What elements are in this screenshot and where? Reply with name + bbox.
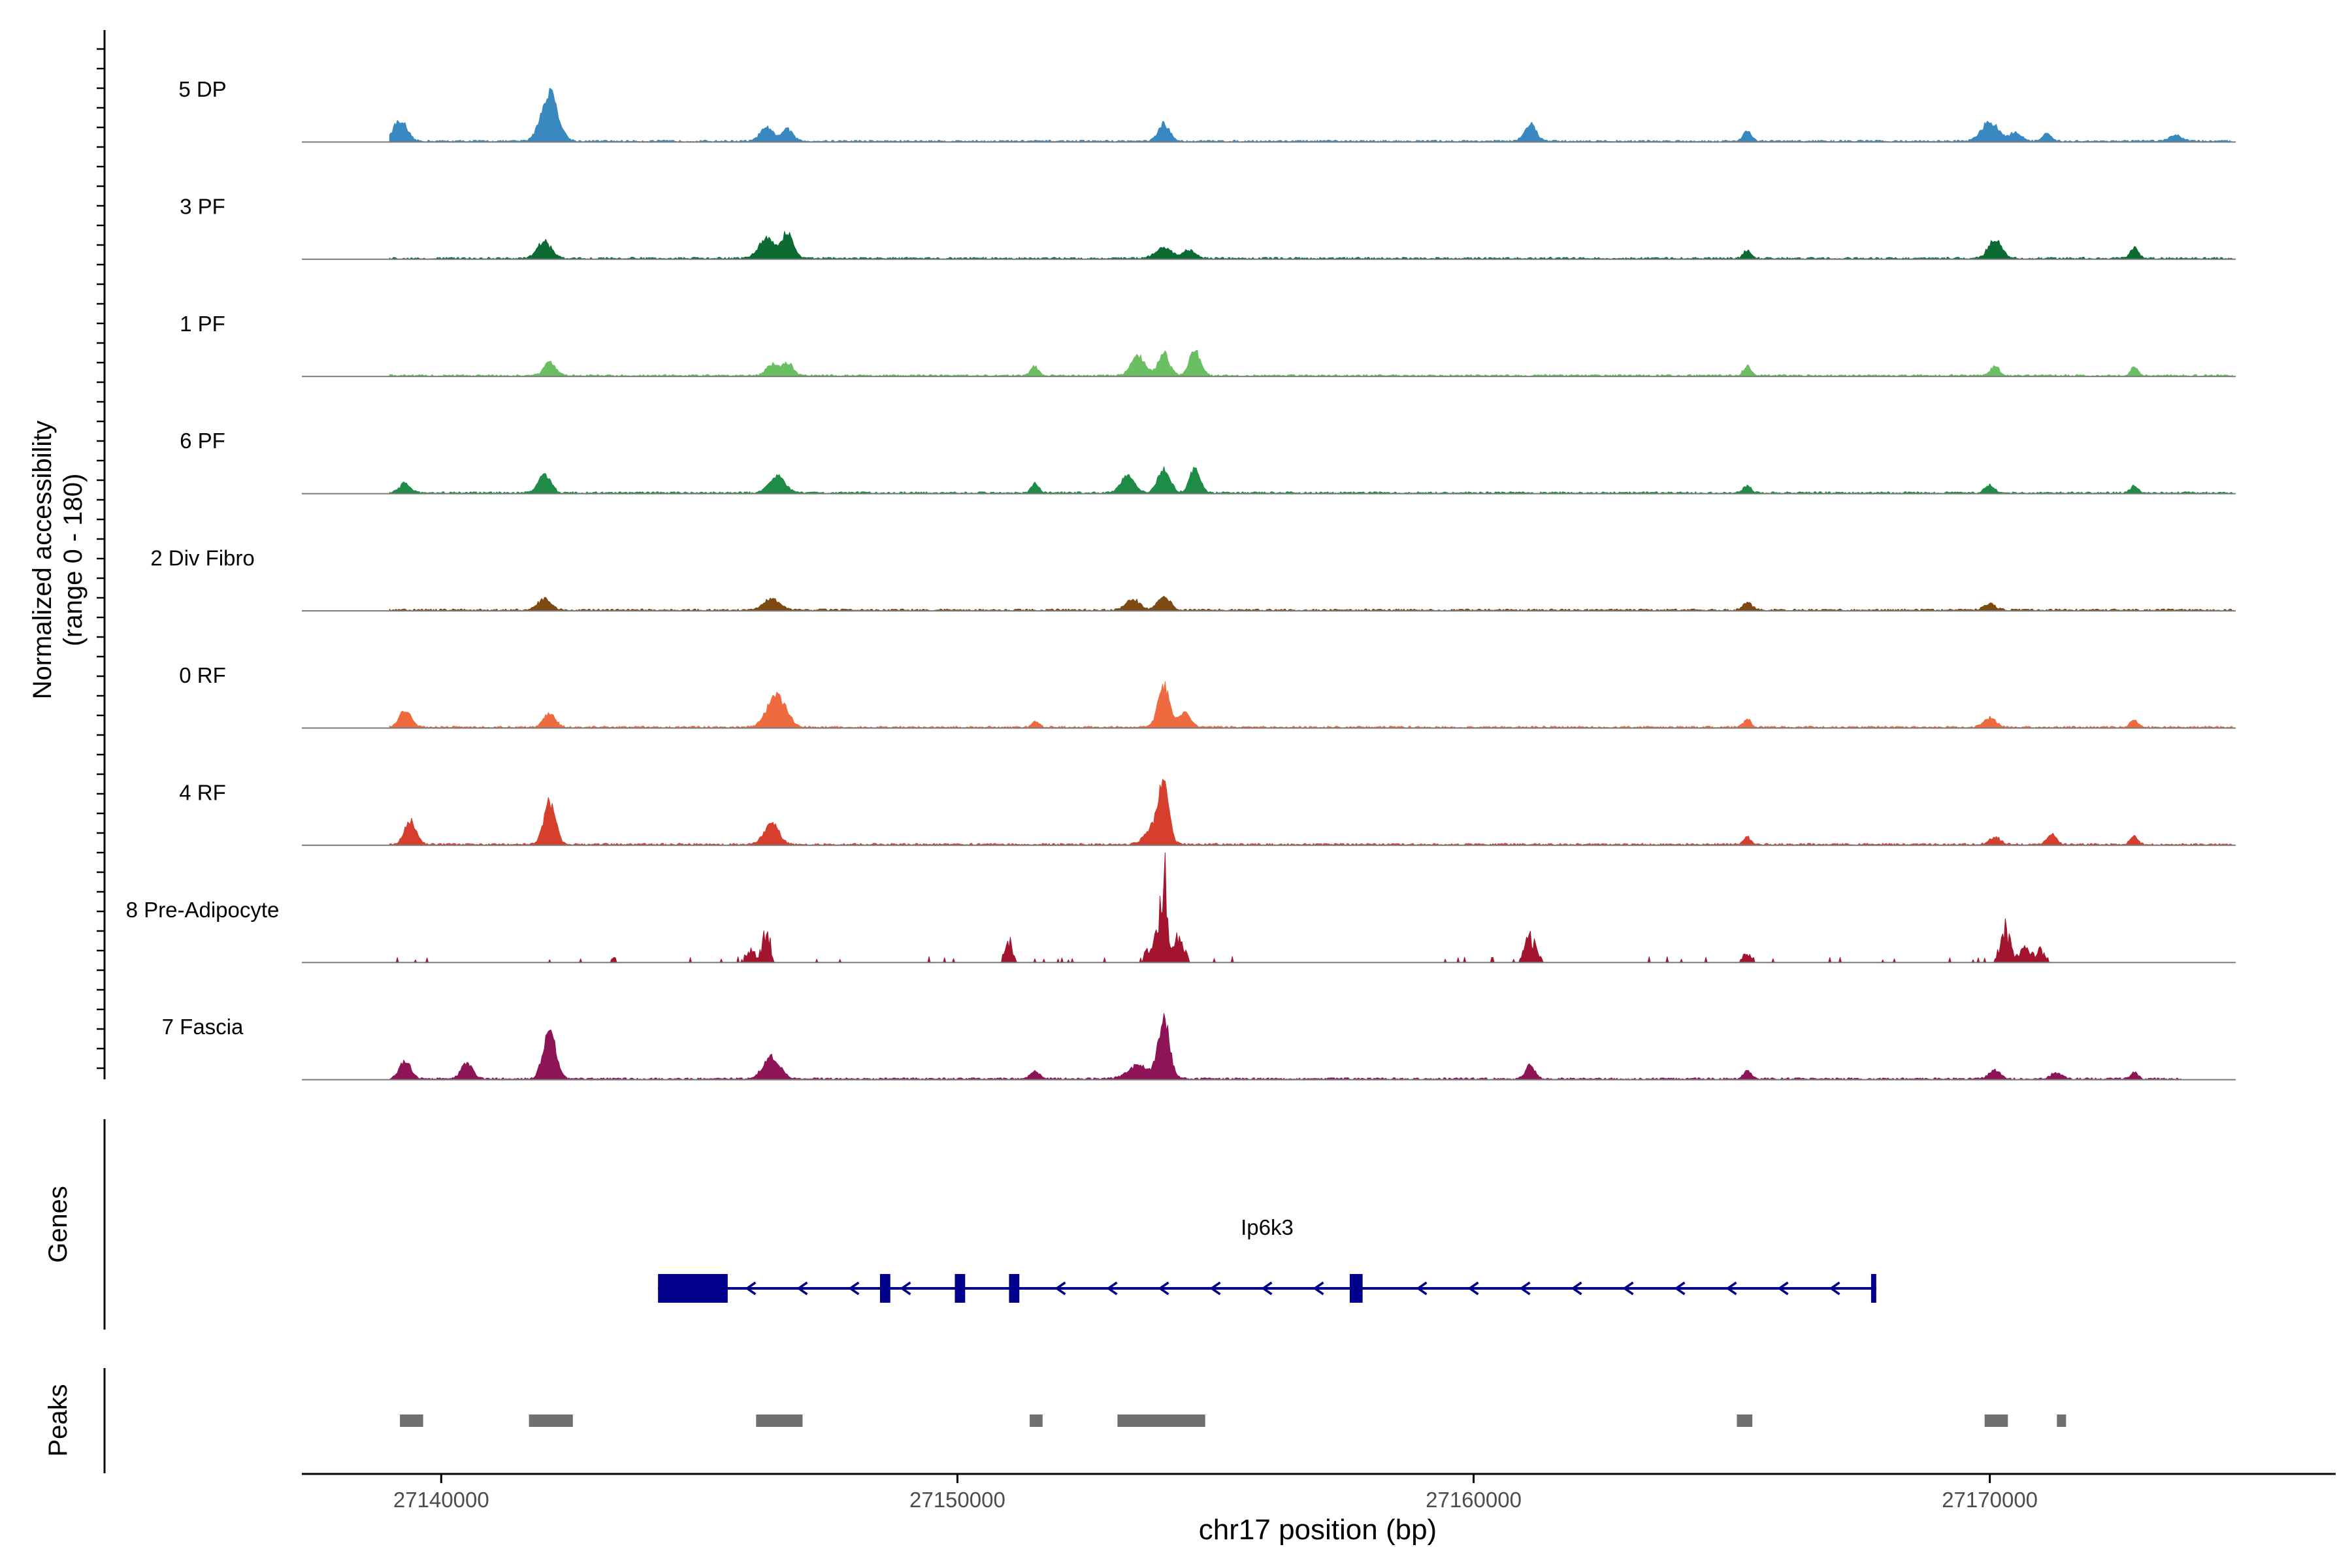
coverage-tracks: 5 DP 3 PF 1 PF 6 PF 2 Div Fibro 0 RF 4 RF 8 Pre… bbox=[126, 77, 2236, 1081]
coverage-area bbox=[389, 852, 2057, 963]
coverage-track: 4 RF bbox=[179, 779, 2236, 846]
track-label: 1 PF bbox=[180, 312, 225, 336]
coverage-area bbox=[389, 595, 2233, 612]
strand-arrow bbox=[1571, 1281, 1582, 1296]
coverage-track: 6 PF bbox=[180, 429, 2236, 495]
gene-exon bbox=[879, 1274, 890, 1303]
x-axis-title: chr17 position (bp) bbox=[1199, 1514, 1437, 1546]
coverage-area bbox=[389, 681, 2233, 728]
peak-region bbox=[529, 1414, 573, 1427]
coverage-track: 1 PF bbox=[180, 312, 2236, 378]
strand-arrow bbox=[1829, 1281, 1840, 1296]
peak-regions bbox=[400, 1414, 2066, 1427]
track-label: 7 Fascia bbox=[162, 1015, 244, 1039]
x-tick-label: 27170000 bbox=[1942, 1488, 2038, 1512]
peak-region bbox=[1030, 1414, 1043, 1427]
peaks-panel-title: Peaks bbox=[44, 1384, 73, 1456]
strand-arrow bbox=[1158, 1281, 1169, 1296]
strand-arrow bbox=[848, 1281, 860, 1296]
track-label: 3 PF bbox=[180, 194, 225, 218]
peak-region bbox=[400, 1414, 423, 1427]
peak-region bbox=[1117, 1414, 1205, 1427]
coverage-y-axis bbox=[97, 30, 106, 1079]
y-axis-title-line2: (range 0 - 180) bbox=[59, 474, 88, 647]
track-label: 6 PF bbox=[180, 429, 225, 453]
y-axis-title-line1: Normalized accessibility bbox=[28, 421, 57, 700]
strand-arrow bbox=[1725, 1281, 1737, 1296]
coverage-area bbox=[389, 350, 2233, 377]
track-label: 5 DP bbox=[178, 77, 226, 101]
peak-region bbox=[756, 1414, 803, 1427]
gene-exon bbox=[1870, 1274, 1876, 1303]
strand-arrow bbox=[796, 1281, 808, 1296]
strand-arrow bbox=[745, 1281, 757, 1296]
coverage-area bbox=[389, 466, 2233, 495]
coverage-track: 5 DP bbox=[178, 77, 2236, 143]
track-label: 0 RF bbox=[179, 663, 226, 687]
track-label: 4 RF bbox=[179, 780, 226, 804]
strand-arrow bbox=[1519, 1281, 1531, 1296]
coverage-track: 8 Pre-Adipocyte bbox=[126, 852, 2236, 964]
peak-region bbox=[1737, 1414, 1753, 1427]
coverage-track: 0 RF bbox=[179, 663, 2236, 729]
gene-model bbox=[658, 1274, 1876, 1303]
strand-arrow bbox=[1261, 1281, 1273, 1296]
gene-exon bbox=[1349, 1274, 1363, 1303]
strand-arrow bbox=[1467, 1281, 1479, 1296]
coverage-area bbox=[389, 88, 2233, 142]
track-label: 8 Pre-Adipocyte bbox=[126, 898, 280, 922]
gene-exon bbox=[955, 1274, 966, 1303]
strand-arrow bbox=[1054, 1281, 1066, 1296]
coverage-track: 3 PF bbox=[180, 194, 2236, 260]
x-tick-label: 27160000 bbox=[1426, 1488, 1522, 1512]
gene-exon bbox=[1009, 1274, 1020, 1303]
coverage-area bbox=[389, 779, 2233, 846]
gene-exon bbox=[658, 1274, 728, 1303]
coverage-track: 2 Div Fibro bbox=[150, 546, 2236, 612]
x-tick-label: 27140000 bbox=[393, 1488, 489, 1512]
x-tick-label: 27150000 bbox=[909, 1488, 1005, 1512]
track-label: 2 Div Fibro bbox=[150, 546, 255, 570]
gene-name-label: Ip6k3 bbox=[1241, 1215, 1294, 1239]
peak-region bbox=[2057, 1414, 2066, 1427]
coverage-area bbox=[389, 1013, 2181, 1081]
peak-region bbox=[1984, 1414, 2008, 1427]
strand-arrow bbox=[900, 1281, 911, 1296]
coverage-area bbox=[389, 231, 2233, 260]
coverage-track: 7 Fascia bbox=[162, 1013, 2236, 1081]
x-axis-ticks: 27140000 27150000 27160000 27170000 bbox=[393, 1474, 2038, 1512]
strand-arrow bbox=[1416, 1281, 1428, 1296]
strand-arrow bbox=[1313, 1281, 1324, 1296]
strand-arrow bbox=[1622, 1281, 1634, 1296]
strand-arrow bbox=[1106, 1281, 1118, 1296]
strand-arrow bbox=[1674, 1281, 1686, 1296]
genes-panel-title: Genes bbox=[44, 1186, 73, 1263]
strand-arrow bbox=[1209, 1281, 1221, 1296]
strand-arrow bbox=[1777, 1281, 1789, 1296]
